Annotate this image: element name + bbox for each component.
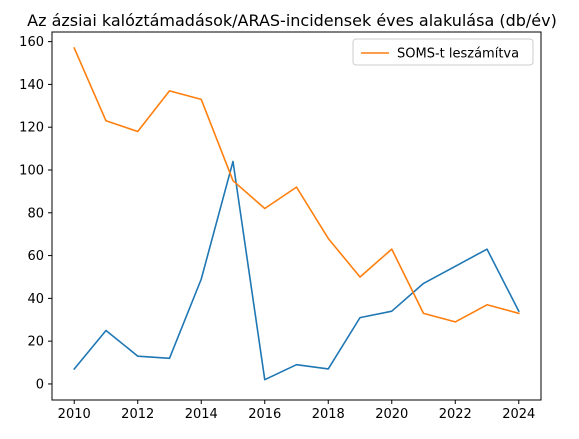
y-tick-label: 160 (19, 35, 44, 50)
legend-label: SOMS-t leszámítva (397, 47, 519, 62)
legend: SOMS-t leszámítva (353, 39, 533, 65)
y-tick-label: 80 (27, 206, 44, 221)
x-tick-label: 2010 (58, 407, 91, 422)
y-tick-label: 120 (19, 121, 44, 136)
y-tick-label: 140 (19, 78, 44, 93)
y-tick-label: 100 (19, 164, 44, 179)
plot-area (52, 32, 541, 400)
x-tick-label: 2024 (502, 407, 535, 422)
x-axis: 2010 2012 2014 2016 2018 2020 2022 2024 (58, 400, 536, 422)
x-tick-label: 2014 (185, 407, 218, 422)
y-tick-label: 0 (36, 377, 44, 392)
x-tick-label: 2020 (375, 407, 408, 422)
x-tick-label: 2018 (312, 407, 345, 422)
y-tick-label: 60 (27, 249, 44, 264)
y-tick-label: 20 (27, 335, 44, 350)
chart-title: Az ázsiai kalóztámadások/ARAS-incidensek… (27, 11, 557, 30)
x-tick-label: 2022 (439, 407, 472, 422)
x-tick-label: 2016 (248, 407, 281, 422)
y-axis: 0 20 40 60 80 100 120 140 160 (19, 35, 52, 392)
x-tick-label: 2012 (121, 407, 154, 422)
y-tick-label: 40 (27, 292, 44, 307)
